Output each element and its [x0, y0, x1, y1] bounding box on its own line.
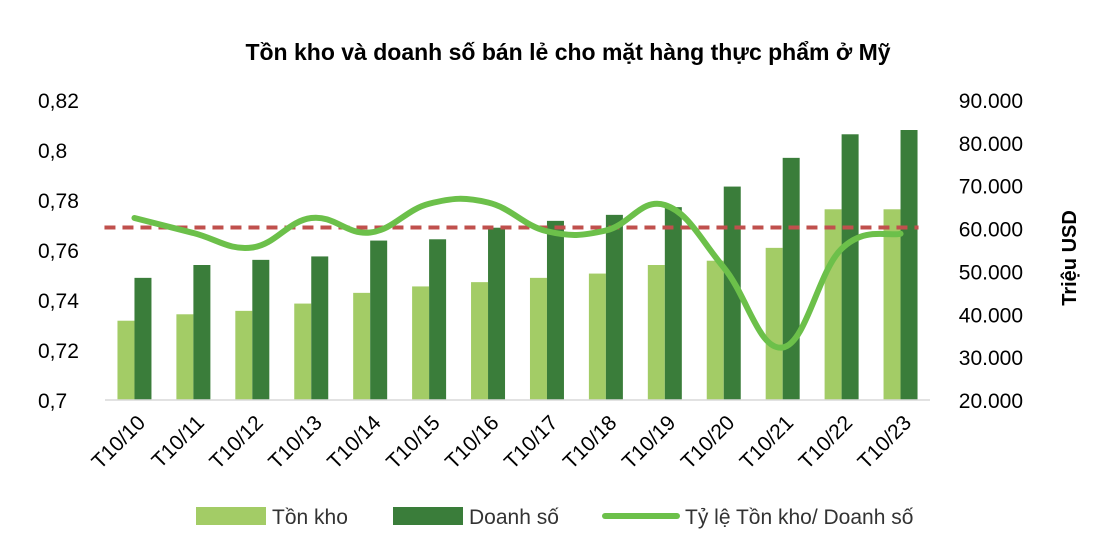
x-tick-label: T10/22: [795, 411, 858, 474]
left-y-tick-label: 0,74: [38, 290, 79, 313]
left-y-tick-label: 0,7: [38, 390, 67, 413]
x-tick-label: T10/10: [87, 411, 150, 474]
left-y-axis: 0,7 0,72 0,74 0,76 0,78 0,8 0,82: [38, 90, 79, 413]
right-y-axis: 20.000 30.000 40.000 50.000 60.000 70.000 80.0…: [959, 90, 1023, 413]
bar-inventory-T10/21: [765, 247, 783, 400]
right-y-tick-label: 40.000: [959, 304, 1023, 327]
x-tick-label: T10/16: [441, 411, 504, 474]
bar-inventory-T10/14: [353, 292, 371, 400]
x-tick-label: T10/20: [677, 411, 740, 474]
bar-sales-T10/18: [605, 214, 623, 400]
left-y-tick-label: 0,8: [38, 140, 67, 163]
bar-sales-T10/22: [841, 134, 859, 401]
bar-sales-T10/14: [370, 240, 388, 400]
bar-sales-T10/23: [900, 130, 918, 400]
x-tick-label: T10/11: [148, 411, 209, 472]
right-y-tick-label: 80.000: [959, 133, 1023, 156]
bar-sales-T10/21: [782, 157, 800, 400]
right-y-tick-label: 30.000: [959, 347, 1023, 370]
legend: Tồn kho Doanh số Tỷ lệ Tồn kho/ Doanh số: [196, 506, 914, 529]
bar-inventory-T10/15: [412, 286, 430, 400]
legend-label: Doanh số: [469, 506, 559, 529]
bar-sales-T10/15: [429, 239, 447, 400]
x-tick-label: T10/12: [205, 411, 268, 474]
x-tick-label: T10/14: [323, 411, 386, 474]
right-y-tick-label: 70.000: [959, 176, 1023, 199]
left-y-tick-label: 0,72: [38, 340, 79, 363]
bar-inventory-T10/17: [529, 277, 547, 400]
x-tick-label: T10/19: [618, 411, 681, 474]
plot-area: [104, 130, 930, 401]
x-tick-label: T10/13: [264, 411, 327, 474]
bar-inventory-T10/20: [706, 260, 724, 400]
bar-sales-T10/17: [546, 220, 564, 400]
right-y-tick-label: 50.000: [959, 261, 1023, 284]
right-y-tick-label: 90.000: [959, 90, 1023, 113]
right-y-tick-label: 20.000: [959, 390, 1023, 413]
bar-inventory-T10/10: [117, 320, 135, 400]
x-tick-label: T10/21: [736, 411, 799, 474]
right-y-tick-label: 60.000: [959, 219, 1023, 242]
bar-sales-T10/10: [134, 277, 152, 400]
bar-inventory-T10/23: [883, 209, 901, 400]
x-tick-label: T10/17: [500, 411, 563, 474]
bar-inventory-T10/22: [824, 209, 842, 400]
x-axis: T10/10T10/11T10/12T10/13T10/14T10/15T10/…: [87, 411, 916, 474]
bar-sales-T10/13: [311, 256, 329, 400]
left-y-tick-label: 0,76: [38, 240, 79, 263]
bar-inventory-T10/13: [294, 303, 312, 400]
legend-label: Tồn kho: [272, 506, 348, 529]
bar-sales-T10/11: [193, 265, 211, 400]
bar-sales-T10/20: [723, 186, 741, 400]
right-y-axis-title: Triệu USD: [1059, 210, 1081, 306]
bar-inventory-T10/12: [235, 310, 253, 400]
bar-inventory-T10/18: [588, 273, 606, 400]
bar-inventory-T10/16: [471, 282, 489, 400]
ratio-line: [131, 195, 904, 351]
left-y-tick-label: 0,78: [38, 190, 79, 213]
x-tick-label: T10/15: [382, 411, 445, 474]
bar-sales-T10/19: [664, 207, 682, 400]
bar-inventory-T10/11: [176, 314, 194, 400]
x-tick-label: T10/18: [559, 411, 622, 474]
legend-label: Tỷ lệ Tồn kho/ Doanh số: [685, 506, 914, 529]
chart-title: Tồn kho và doanh số bán lẻ cho mặt hàng …: [245, 39, 890, 65]
bar-sales-T10/16: [488, 227, 506, 400]
legend-swatch-inventory: [196, 507, 266, 525]
left-y-tick-label: 0,82: [38, 90, 79, 113]
legend-swatch-sales: [393, 507, 463, 525]
x-tick-label: T10/23: [854, 411, 917, 474]
bar-inventory-T10/19: [647, 265, 665, 400]
bar-sales-T10/12: [252, 259, 270, 400]
